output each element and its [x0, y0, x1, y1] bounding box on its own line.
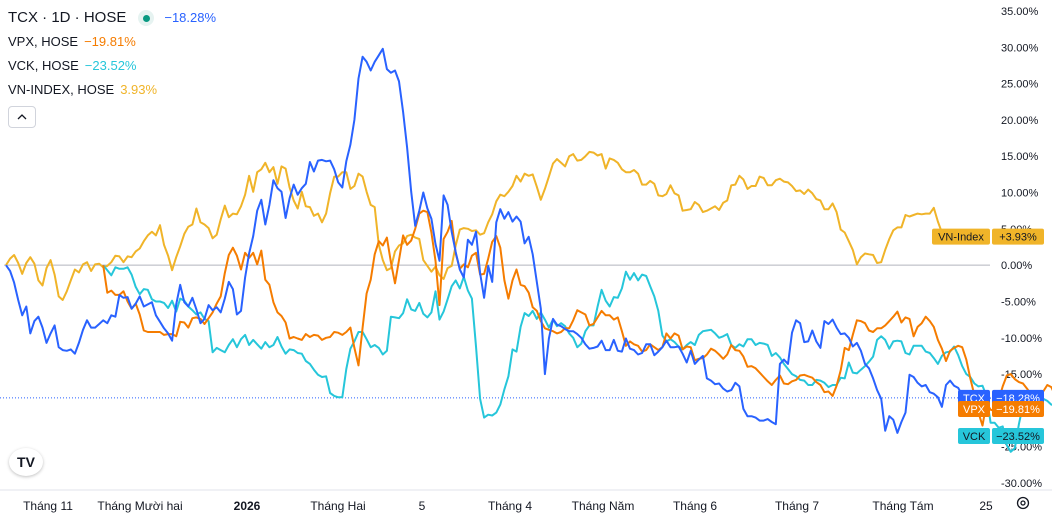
- series-line-vck[interactable]: [102, 264, 1052, 453]
- y-tick-label: 0.00%: [1001, 260, 1032, 272]
- tradingview-logo[interactable]: TV: [9, 448, 43, 476]
- badge-value: +3.93%: [999, 232, 1037, 244]
- price-badge-vpx: VPX −19.81%: [958, 401, 1044, 418]
- x-tick-label: 25: [979, 499, 993, 513]
- x-tick-label: Tháng Năm: [572, 499, 635, 513]
- x-tick-label: 5: [419, 499, 426, 513]
- legend-item-vck[interactable]: VCK, HOSE −23.52%: [8, 54, 216, 78]
- chart-legend: TCX · 1D · HOSE −18.28% VPX, HOSE −19.81…: [8, 6, 216, 128]
- legend-item-change: −19.81%: [84, 34, 136, 49]
- legend-collapse-button[interactable]: [8, 106, 36, 128]
- series-line-vpx[interactable]: [102, 209, 1052, 427]
- legend-item-name: VN-INDEX, HOSE: [8, 82, 115, 97]
- badge-value: −19.81%: [996, 404, 1040, 416]
- y-tick-label: 10.00%: [1001, 188, 1039, 200]
- x-tick-label: Tháng 11: [23, 499, 73, 513]
- y-tick-label: 30.00%: [1001, 42, 1039, 54]
- badge-value-bg: [992, 228, 1044, 245]
- badge-label-bg: [958, 427, 990, 444]
- legend-item-vnindex[interactable]: VN-INDEX, HOSE 3.93%: [8, 78, 216, 102]
- badge-label: VCK: [963, 431, 986, 443]
- main-symbol-label[interactable]: TCX · 1D · HOSE: [8, 9, 127, 26]
- legend-item-name: VCK, HOSE: [8, 58, 79, 73]
- x-tick-label: 2026: [234, 499, 261, 513]
- legend-item-change: −23.52%: [84, 58, 137, 73]
- x-tick-label: Tháng Mười hai: [97, 499, 182, 513]
- x-tick-label: Tháng Tám: [872, 499, 933, 513]
- market-open-dot-icon: [142, 14, 150, 22]
- badge-label: VN-Index: [938, 232, 984, 244]
- gear-icon: [1015, 495, 1031, 515]
- badge-label-bg: [932, 228, 990, 245]
- chevron-up-icon: [17, 105, 27, 129]
- series-line-vn-index[interactable]: [5, 150, 947, 301]
- x-tick-label: Tháng 7: [775, 499, 819, 513]
- y-tick-label: -5.00%: [1001, 296, 1036, 308]
- badge-value-bg: [992, 401, 1044, 418]
- badge-label-bg: [958, 401, 990, 418]
- x-tick-label: Tháng 6: [673, 499, 717, 513]
- price-badge-vn-index: VN-Index +3.93%: [932, 228, 1044, 245]
- y-tick-label: -30.00%: [1001, 478, 1042, 490]
- legend-item-vpx[interactable]: VPX, HOSE −19.81%: [8, 30, 216, 54]
- price-badge-vck: VCK −23.52%: [958, 427, 1044, 444]
- y-tick-label: 25.00%: [1001, 79, 1039, 91]
- badge-value: −23.52%: [996, 431, 1040, 443]
- y-tick-label: 35.00%: [1001, 6, 1039, 18]
- badge-value-bg: [992, 427, 1044, 444]
- series-line-tcx[interactable]: [5, 47, 991, 434]
- y-tick-label: 15.00%: [1001, 151, 1039, 163]
- y-tick-label: -10.00%: [1001, 333, 1042, 345]
- legend-item-name: VPX, HOSE: [8, 34, 79, 49]
- badge-label: VPX: [963, 404, 986, 416]
- tradingview-logo-text: TV: [17, 454, 35, 470]
- legend-item-change: 3.93%: [120, 82, 158, 97]
- market-status-indicator[interactable]: [138, 10, 155, 26]
- x-tick-label: Tháng 4: [488, 499, 532, 513]
- y-tick-label: -15.00%: [1001, 369, 1042, 381]
- y-tick-label: 20.00%: [1001, 115, 1039, 127]
- chart-settings-button[interactable]: [1014, 496, 1032, 514]
- main-symbol-change: −18.28%: [164, 10, 217, 25]
- x-tick-label: Tháng Hai: [310, 499, 365, 513]
